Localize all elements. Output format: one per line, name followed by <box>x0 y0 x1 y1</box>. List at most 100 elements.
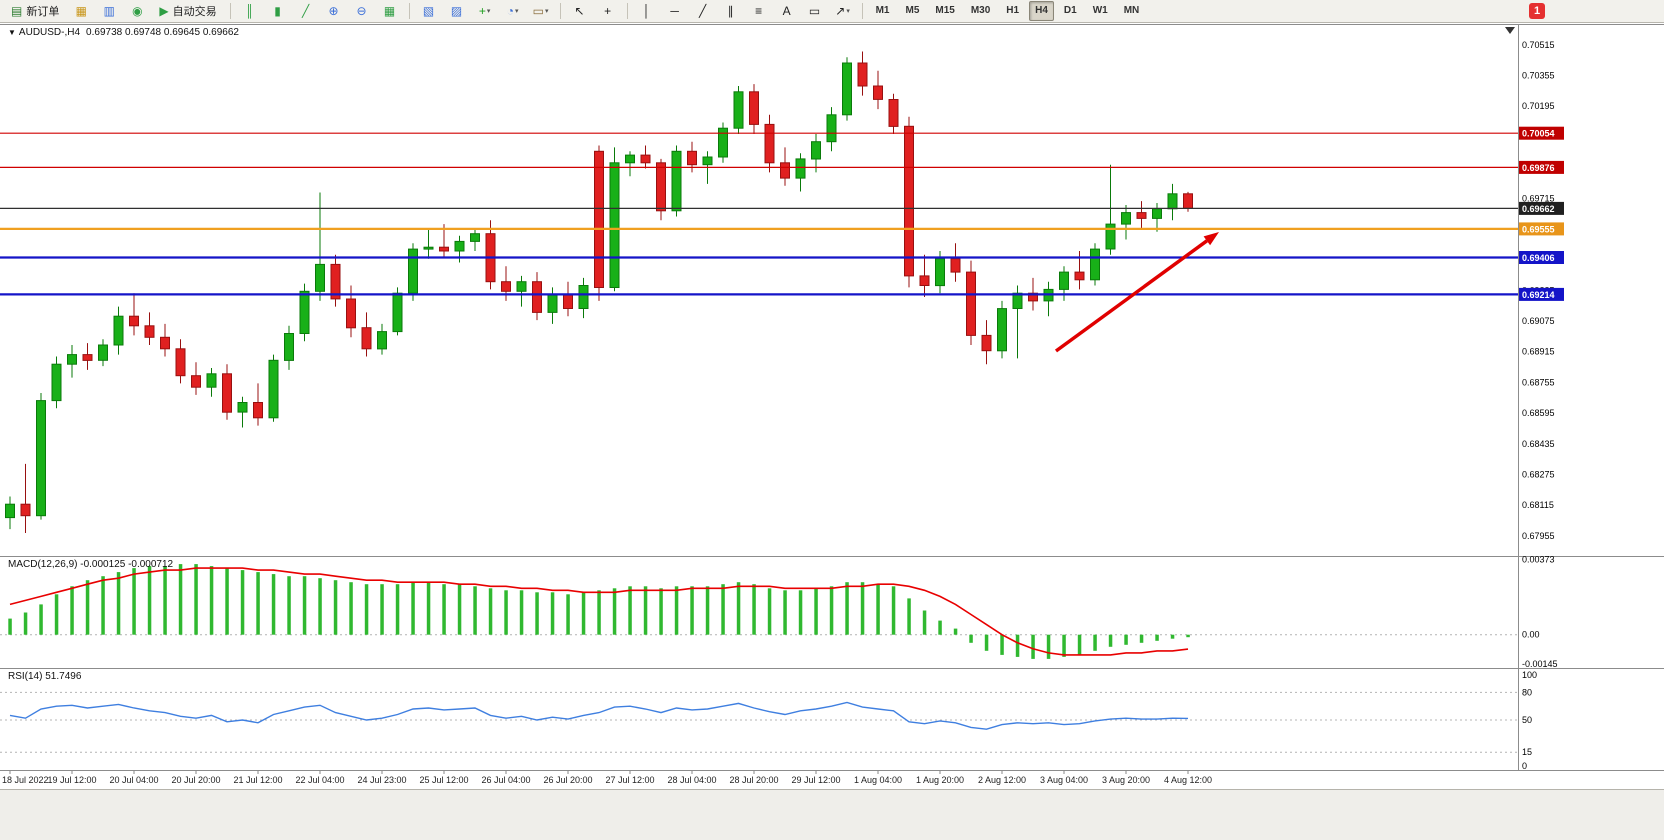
periods-icon[interactable]: ◔ ▾ <box>500 1 526 22</box>
channel-icon-glyph: ∥ <box>727 3 734 18</box>
svg-text:22 Jul 04:00: 22 Jul 04:00 <box>295 775 344 785</box>
data-window-icon[interactable]: ▥ <box>96 1 122 22</box>
svg-text:20 Jul 20:00: 20 Jul 20:00 <box>171 775 220 785</box>
add-indicator-icon-dropdown[interactable]: ▾ <box>486 8 491 15</box>
chart-shift-icon-glyph: ▨ <box>450 3 463 18</box>
periods-icon-dropdown[interactable]: ▾ <box>514 8 519 15</box>
candlestick-chart-icon[interactable]: ▮ <box>265 1 291 22</box>
text-icon-glyph: A <box>782 3 791 18</box>
market-watch-icon-glyph: ▦ <box>75 3 88 18</box>
crosshair-icon-glyph: + <box>604 3 612 18</box>
timeframe-h1-button[interactable]: H1 <box>1006 5 1020 16</box>
timeframe-m5-button[interactable]: M5 <box>905 5 920 16</box>
chart-symbol-header: ▼ AUDUSD-,H4 0.69738 0.69748 0.69645 0.696… <box>8 27 239 38</box>
svg-text:0.69075: 0.69075 <box>1522 316 1555 326</box>
vertical-line-icon[interactable]: │ <box>634 1 660 22</box>
new-order-button[interactable]: ▤ 新订单 <box>4 1 66 22</box>
svg-text:26 Jul 04:00: 26 Jul 04:00 <box>481 775 530 785</box>
toolbar-separator <box>861 3 863 19</box>
svg-text:0.70054: 0.70054 <box>1522 129 1555 139</box>
auto-arrange-icon-glyph: ▧ <box>422 3 435 18</box>
navigator-icon[interactable]: ◉ <box>124 1 150 22</box>
svg-text:0.69214: 0.69214 <box>1522 290 1555 300</box>
auto-arrange-icon[interactable]: ▧ <box>416 1 442 22</box>
data-window-icon-glyph: ▥ <box>103 3 116 18</box>
timeframe-mn-button[interactable]: MN <box>1123 5 1140 16</box>
bar-chart-icon[interactable]: ║ <box>237 1 263 22</box>
notification-badge[interactable]: 1 <box>1529 3 1545 19</box>
new-order-button-glyph: ▤ <box>11 3 23 18</box>
svg-text:21 Jul 12:00: 21 Jul 12:00 <box>233 775 282 785</box>
svg-text:-0.00145: -0.00145 <box>1522 659 1558 669</box>
svg-text:0.69555: 0.69555 <box>1522 224 1555 234</box>
autotrading-button[interactable]: ▶ 自动交易 <box>152 1 223 22</box>
crosshair-icon[interactable]: + <box>595 1 621 22</box>
zoom-in-icon[interactable]: ⊕ <box>321 1 347 22</box>
timeframe-m1-button[interactable]: M1 <box>875 5 890 16</box>
arrows-icon-dropdown[interactable]: ▾ <box>846 8 850 15</box>
timeframe-m30-button[interactable]: M30 <box>970 5 991 16</box>
svg-text:0.68915: 0.68915 <box>1522 347 1555 357</box>
fibonacci-icon-glyph: ≡ <box>755 3 763 18</box>
svg-text:26 Jul 20:00: 26 Jul 20:00 <box>543 775 592 785</box>
zoom-out-icon[interactable]: ⊖ <box>349 1 375 22</box>
svg-text:0.69662: 0.69662 <box>1522 204 1555 214</box>
svg-text:0.70515: 0.70515 <box>1522 40 1555 50</box>
svg-text:1 Aug 04:00: 1 Aug 04:00 <box>854 775 902 785</box>
svg-text:19 Jul 12:00: 19 Jul 12:00 <box>47 775 96 785</box>
svg-text:28 Jul 20:00: 28 Jul 20:00 <box>729 775 778 785</box>
svg-text:20 Jul 04:00: 20 Jul 04:00 <box>109 775 158 785</box>
fibonacci-icon[interactable]: ≡ <box>746 1 772 22</box>
templates-icon-glyph: ▭ <box>532 3 544 18</box>
rsi-panel: 100 80 50 15 0 <box>0 670 1537 771</box>
svg-text:0.00: 0.00 <box>1522 630 1540 640</box>
trend-arrow[interactable] <box>1054 232 1219 353</box>
horizontal-line-icon[interactable]: ─ <box>662 1 688 22</box>
add-indicator-icon[interactable]: + ▾ <box>472 1 498 22</box>
svg-text:0: 0 <box>1522 761 1527 771</box>
status-strip <box>0 789 1664 840</box>
timeframe-d1-button[interactable]: D1 <box>1063 5 1077 16</box>
candles <box>5 51 1193 533</box>
autotrading-button-label: 自动交易 <box>172 6 217 18</box>
toolbar-separator <box>229 3 231 19</box>
svg-text:4 Aug 12:00: 4 Aug 12:00 <box>1164 775 1212 785</box>
text-label-icon[interactable]: ▭ <box>802 1 828 22</box>
svg-text:0.00373: 0.00373 <box>1522 554 1555 564</box>
symbol-marker-icon: ▼ <box>8 28 16 37</box>
svg-text:25 Jul 12:00: 25 Jul 12:00 <box>419 775 468 785</box>
chart-shift-icon[interactable]: ▨ <box>444 1 470 22</box>
line-chart-icon[interactable]: ╱ <box>293 1 319 22</box>
macd-signal-line <box>9 567 1189 656</box>
svg-text:0.70195: 0.70195 <box>1522 101 1555 111</box>
templates-icon[interactable]: ▭ ▾ <box>528 1 554 22</box>
timeframe-w1-button[interactable]: W1 <box>1092 5 1108 16</box>
text-icon[interactable]: A <box>774 1 800 22</box>
timeframe-h4-button[interactable]: H4 <box>1029 1 1054 21</box>
trendline-icon-glyph: ╱ <box>698 3 707 18</box>
trendline-icon[interactable]: ╱ <box>690 1 716 22</box>
cursor-icon[interactable]: ↖ <box>567 1 593 22</box>
new-order-button-label: 新订单 <box>26 6 60 18</box>
chart-shift-marker-icon[interactable] <box>1505 27 1515 34</box>
channel-icon[interactable]: ∥ <box>718 1 744 22</box>
bar-chart-icon-glyph: ║ <box>245 3 254 18</box>
svg-text:0.68755: 0.68755 <box>1522 377 1555 387</box>
toolbar: ▤ 新订单 ▦ ▥ ◉ ▶ 自动交易 ║ ▮ ╱ ⊕ ⊖ ▦ ▧ ▨ + ▾ ◔ ▾ ▭ ▾ ↖ + │ ─ ╱ ∥ ≡ A ▭ ↗ ▾ M1 M… <box>0 0 1664 23</box>
svg-text:0.69406: 0.69406 <box>1522 253 1555 263</box>
rsi-indicator-label: RSI(14) 51.7496 <box>8 671 82 682</box>
svg-text:50: 50 <box>1522 715 1532 725</box>
tile-windows-icon[interactable]: ▦ <box>377 1 403 22</box>
arrows-icon[interactable]: ↗ ▾ <box>830 1 856 22</box>
svg-text:18 Jul 2022: 18 Jul 2022 <box>2 775 49 785</box>
market-watch-icon[interactable]: ▦ <box>68 1 94 22</box>
arrows-icon-glyph: ↗ <box>835 3 846 18</box>
ohlc-values: 0.69738 0.69748 0.69645 0.69662 <box>86 27 239 38</box>
svg-text:29 Jul 12:00: 29 Jul 12:00 <box>791 775 840 785</box>
templates-icon-dropdown[interactable]: ▾ <box>544 8 549 15</box>
svg-text:0.68595: 0.68595 <box>1522 408 1555 418</box>
timeframe-m15-button[interactable]: M15 <box>935 5 955 16</box>
